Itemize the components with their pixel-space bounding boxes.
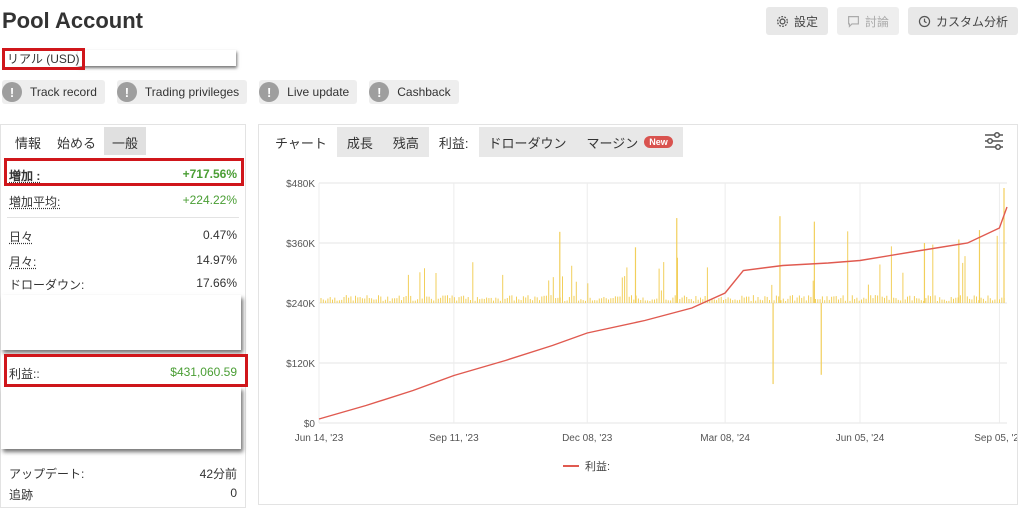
- badge-track-record[interactable]: ! Track record: [2, 80, 105, 104]
- stat-monthly: 月々: 14.97%: [9, 253, 237, 270]
- header-actions: 設定 討論 カスタム分析: [765, 7, 1018, 35]
- badge-label: Cashback: [397, 85, 451, 99]
- chat-icon: [848, 15, 859, 28]
- x-tick-label: Sep 11, '23: [429, 433, 479, 444]
- stat-tracking: 追跡 0: [9, 486, 237, 503]
- stat-daily: 日々 0.47%: [9, 228, 237, 245]
- profit-line: [318, 206, 1008, 420]
- stat-monthly-label: 月々:: [9, 255, 37, 269]
- profit-chart: $0 $120K $240K $360K $480K Jun 14, '23 Sep 11,…: [286, 179, 1017, 444]
- badge-trading-privileges[interactable]: ! Trading privileges: [116, 80, 248, 104]
- tab-profit[interactable]: 利益:: [428, 127, 479, 157]
- discuss-button[interactable]: 討論: [836, 7, 899, 35]
- discuss-button-label: 討論: [864, 14, 889, 29]
- stat-monthly-value: 14.97%: [196, 253, 237, 267]
- stat-drawdown-label: ドローダウン:: [9, 278, 85, 292]
- account-type: リアル (USD): [2, 48, 85, 70]
- stat-updated-value: 42分前: [199, 467, 237, 481]
- stat-gain-value: +717.56%: [182, 167, 237, 181]
- badge-label: Track record: [30, 85, 97, 99]
- stat-daily-value: 0.47%: [202, 228, 237, 242]
- badge-cashback[interactable]: ! Cashback: [369, 80, 459, 104]
- stat-profit: 利益:: $431,060.59: [9, 365, 237, 382]
- badges: ! Track record ! Trading privileges ! Live …: [2, 80, 459, 104]
- x-tick-label: Mar 08, '24: [700, 433, 750, 444]
- stat-avg-gain-label: 増加平均:: [9, 195, 61, 209]
- stat-avg-gain: 増加平均: +224.22%: [9, 193, 237, 210]
- stat-tracking-label: 追跡: [9, 488, 34, 502]
- exclamation-icon: !: [2, 82, 22, 102]
- y-tick-label: $120K: [286, 359, 315, 370]
- stat-gain: 増加 : +717.56%: [9, 167, 237, 184]
- badge-label: Live update: [287, 85, 350, 99]
- page-title: Pool Account: [2, 8, 143, 33]
- custom-analysis-button-label: カスタム分析: [935, 14, 1008, 29]
- stat-profit-value: $431,060.59: [170, 365, 237, 379]
- y-tick-label: $0: [304, 419, 316, 430]
- chart-panel: チャート 成長 残高 利益: ドローダウン マージン New $0 $120K $2…: [258, 124, 1018, 505]
- legend-label: 利益:: [585, 461, 611, 473]
- tab-margin[interactable]: マージン New: [576, 127, 683, 157]
- clock-icon: [918, 15, 931, 27]
- stat-drawdown-value: 17.66%: [196, 276, 237, 290]
- divider: [7, 217, 239, 218]
- stat-drawdown: ドローダウン: 17.66%: [9, 276, 237, 293]
- tab-margin-label: マージン: [586, 135, 639, 151]
- new-badge: New: [644, 136, 673, 148]
- tab-start[interactable]: 始める: [57, 136, 97, 151]
- custom-analysis-button[interactable]: カスタム分析: [907, 7, 1018, 35]
- stats-tabs: 情報 始める 一般: [1, 125, 245, 155]
- y-tick-label: $480K: [286, 179, 315, 190]
- gear-icon: [776, 15, 788, 27]
- tab-chart[interactable]: チャート: [265, 127, 337, 157]
- stat-tracking-value: 0: [230, 486, 237, 500]
- exclamation-icon: !: [116, 82, 137, 102]
- highlight-box: [4, 158, 244, 186]
- badge-live-update[interactable]: ! Live update: [259, 80, 358, 104]
- stats-panel: 情報 始める 一般 増加 : +717.56% 増加平均: +224.22% 日…: [0, 124, 248, 508]
- settings-button[interactable]: 設定: [765, 7, 828, 35]
- tab-balance[interactable]: 残高: [382, 127, 429, 157]
- tab-drawdown[interactable]: ドローダウン: [478, 127, 577, 157]
- stat-updated-label: アップデート:: [9, 467, 85, 481]
- chart-legend[interactable]: 利益:: [563, 458, 610, 474]
- legend-line: [563, 465, 579, 467]
- y-tick-label: $360K: [286, 239, 315, 250]
- x-tick-label: Jun 14, '23: [295, 433, 344, 444]
- y-tick-label: $240K: [286, 299, 315, 310]
- sliders-icon[interactable]: [983, 131, 1005, 151]
- stat-updated: アップデート: 42分前: [9, 465, 237, 482]
- redaction-block-top: [1, 295, 241, 350]
- highlight-box: [4, 354, 248, 387]
- tab-general[interactable]: 一般: [104, 127, 147, 155]
- x-tick-label: Jun 05, '24: [836, 433, 885, 444]
- chart-tabs: チャート 成長 残高 利益: ドローダウン マージン New: [265, 127, 683, 157]
- stat-profit-label: 利益::: [9, 367, 40, 381]
- tab-info[interactable]: 情報: [15, 136, 42, 151]
- badge-label: Trading privileges: [144, 85, 240, 99]
- stat-daily-label: 日々: [9, 230, 34, 244]
- exclamation-icon: !: [369, 82, 390, 102]
- stat-avg-gain-value: +224.22%: [182, 193, 237, 207]
- exclamation-icon: !: [259, 82, 280, 102]
- x-tick-label: Dec 08, '23: [562, 433, 613, 444]
- settings-button-label: 設定: [793, 14, 818, 29]
- x-tick-label: Sep 05, '24: [974, 433, 1017, 444]
- redaction-block-bottom: [1, 387, 241, 449]
- tab-growth[interactable]: 成長: [336, 127, 383, 157]
- account-type-row: リアル (USD): [0, 46, 236, 70]
- redaction-block: [78, 50, 236, 66]
- stat-gain-label: 増加 :: [9, 169, 41, 183]
